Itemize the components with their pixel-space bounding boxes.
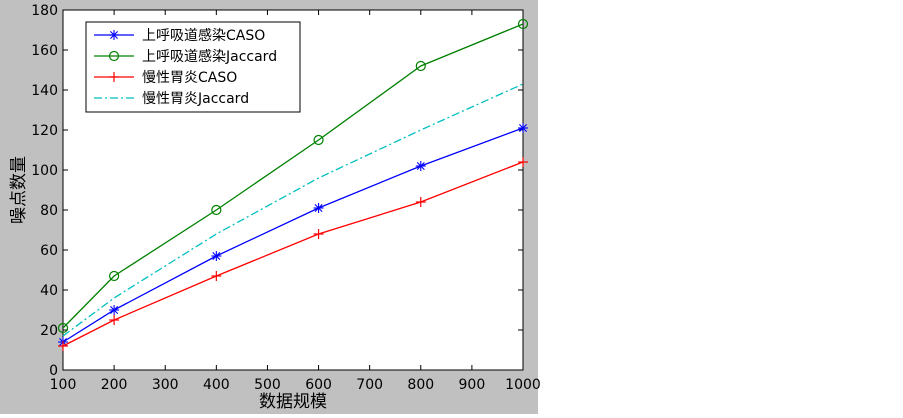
x-axis-label: 数据规模 <box>259 392 327 412</box>
data-point <box>58 341 68 351</box>
series-1 <box>58 123 528 347</box>
legend-label: 上呼吸道感染Jaccard <box>142 48 277 65</box>
data-point <box>415 197 426 207</box>
x-tick-label: 200 <box>101 377 128 393</box>
series-4 <box>62 83 524 337</box>
data-point <box>313 134 324 146</box>
data-point <box>109 270 120 282</box>
legend-label: 慢性胃炎Jaccard <box>142 90 249 107</box>
series-line <box>62 127 524 343</box>
series-line <box>62 83 524 337</box>
x-tick-label: 700 <box>356 377 383 393</box>
legend-item: 上呼吸道感染CASO <box>94 27 265 44</box>
series-layer <box>57 18 529 351</box>
y-tick-label: 140 <box>31 83 58 99</box>
legend-item: 上呼吸道感染Jaccard <box>94 48 277 65</box>
series-3 <box>58 157 528 351</box>
data-point <box>211 204 222 216</box>
x-tick-label: 300 <box>152 377 179 393</box>
legend-marker <box>108 50 120 62</box>
legend-marker <box>109 72 119 82</box>
x-tick-label: 900 <box>459 377 486 393</box>
y-tick-label: 160 <box>31 43 58 59</box>
legend-item: 慢性胃炎Jaccard <box>94 90 249 107</box>
x-tick-label: 600 <box>305 377 332 393</box>
y-tick-label: 80 <box>40 203 58 219</box>
data-point <box>109 305 120 315</box>
data-point <box>211 251 222 261</box>
data-point <box>415 60 426 72</box>
data-point <box>313 229 324 239</box>
y-axis-label: 噪点数量 <box>9 156 29 224</box>
y-tick-label: 120 <box>31 123 58 139</box>
y-tick-label: 180 <box>31 3 58 19</box>
x-tick-label: 500 <box>254 377 281 393</box>
data-point <box>518 123 528 133</box>
y-tick-label: 20 <box>40 323 58 339</box>
data-point <box>415 161 426 171</box>
data-point <box>109 315 120 325</box>
legend-label: 慢性胃炎CASO <box>142 69 237 86</box>
y-tick-label: 100 <box>31 163 58 179</box>
x-tick-label: 800 <box>407 377 434 393</box>
legend-label: 上呼吸道感染CASO <box>142 27 265 44</box>
data-point <box>518 157 528 167</box>
y-tick-label: 0 <box>49 363 58 379</box>
x-tick-label: 100 <box>50 377 77 393</box>
data-point <box>57 322 69 334</box>
x-tick-label: 1000 <box>505 377 541 393</box>
series-line <box>62 161 524 347</box>
series-line <box>62 23 524 329</box>
y-tick-label: 40 <box>40 283 58 299</box>
legend: 上呼吸道感染CASO 上呼吸道感染Jaccard 慢性胃炎CASO 慢性胃炎Jacca… <box>85 21 301 113</box>
y-axis: 0 20 40 60 80 100 120 140 160 180 <box>31 3 523 379</box>
legend-marker <box>109 30 119 40</box>
y-tick-label: 60 <box>40 243 58 259</box>
legend-item: 慢性胃炎CASO <box>94 69 237 86</box>
x-tick-label: 400 <box>203 377 230 393</box>
legend-box <box>85 21 301 113</box>
data-point <box>211 271 222 281</box>
x-axis: 100 200 300 400 500 600 700 800 900 1000 <box>50 10 541 393</box>
data-point <box>517 18 529 30</box>
series-2 <box>57 18 529 334</box>
data-point <box>313 203 324 213</box>
